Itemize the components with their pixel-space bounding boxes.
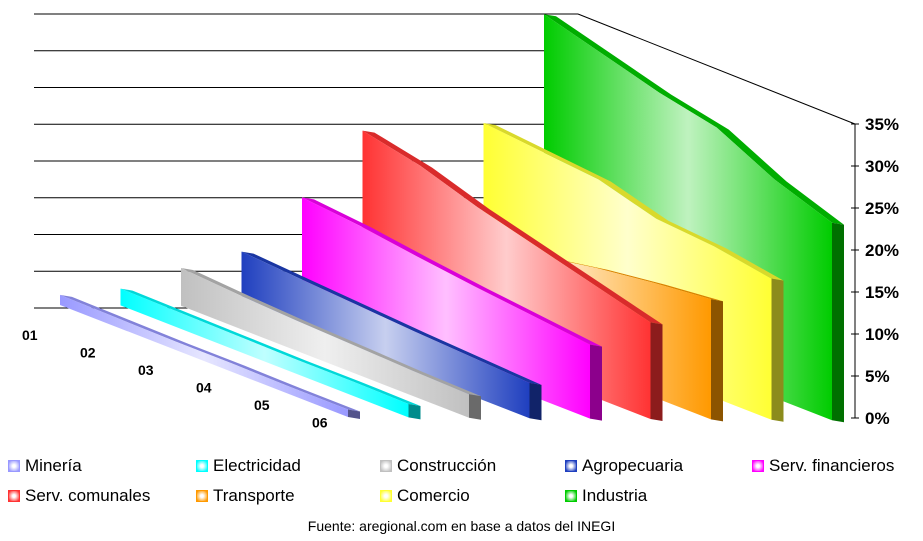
- legend-item: Agropecuaria: [565, 456, 683, 476]
- legend-item: Electricidad: [196, 456, 301, 476]
- legend-label: Construcción: [397, 456, 497, 475]
- legend-swatch: [8, 490, 20, 502]
- series-end-cap: [711, 299, 723, 422]
- legend-swatch: [196, 460, 208, 472]
- source-note: Fuente: aregional.com en base a datos de…: [307, 518, 616, 534]
- value-axis-tick-label: 35%: [865, 115, 899, 134]
- series-miner-a: [60, 294, 360, 419]
- value-axis-tick-label: 20%: [865, 241, 899, 260]
- series-top-face: [120, 288, 421, 406]
- series-top-face: [362, 130, 663, 325]
- legend-label: Agropecuaria: [582, 456, 684, 475]
- value-axis-tick-label: 0%: [865, 409, 890, 428]
- series-agropecuaria: [241, 251, 542, 421]
- legend-item: Construcción: [380, 456, 496, 476]
- value-axis-tick-label: 30%: [865, 157, 899, 176]
- legend-label: Comercio: [397, 486, 470, 505]
- series-front-face: [302, 197, 590, 419]
- category-tick-label: 06: [312, 415, 328, 431]
- category-tick-label: 01: [22, 327, 38, 343]
- series-front-face: [120, 288, 409, 418]
- value-axis-tick-label: 15%: [865, 283, 899, 302]
- series-end-cap: [529, 382, 542, 421]
- value-axis-tick-label: 10%: [865, 325, 899, 344]
- series-front-face: [60, 294, 348, 417]
- legend-label: Industria: [582, 486, 648, 505]
- series-layer: [60, 14, 844, 423]
- series-end-cap: [771, 278, 784, 422]
- legend-swatch: [752, 460, 764, 472]
- series-top-face: [302, 197, 602, 347]
- category-axis: 01 02 03 04 05 06: [22, 327, 328, 431]
- series-top-face: [483, 123, 784, 281]
- series-top-face: [544, 14, 844, 225]
- series-front-face: [241, 251, 530, 419]
- series-end-cap: [590, 344, 602, 421]
- legend-label: Electricidad: [213, 456, 301, 475]
- legend-label: Minería: [25, 456, 82, 475]
- legend-swatch: [380, 460, 392, 472]
- legend-label: Transporte: [213, 486, 295, 505]
- legend-label: Serv. comunales: [25, 486, 151, 505]
- value-axis: 0% 5% 10% 15% 20% 25% 30% 35%: [851, 115, 899, 428]
- legend-item: Minería: [8, 456, 82, 476]
- legend-label: Serv. financieros: [769, 456, 895, 475]
- series-electricidad: [120, 288, 421, 420]
- legend-swatch: [565, 490, 577, 502]
- legend-swatch: [380, 490, 392, 502]
- side-wall-edge: [577, 13, 856, 125]
- series-top-face: [181, 268, 481, 397]
- series-end-cap: [650, 322, 663, 421]
- value-axis-tick-label: 5%: [865, 367, 890, 386]
- series-top-face: [60, 294, 360, 412]
- legend-swatch: [196, 490, 208, 502]
- legend-swatch: [8, 460, 20, 472]
- series-end-cap: [469, 394, 481, 420]
- legend-item: Transporte: [196, 486, 295, 506]
- gridlines: [34, 13, 856, 309]
- series-end-cap: [408, 403, 421, 420]
- series-front-face: [181, 268, 469, 418]
- series-top-face: [241, 251, 542, 385]
- series-end-cap: [832, 222, 844, 423]
- legend-swatch: [565, 460, 577, 472]
- category-tick-label: 05: [254, 397, 270, 413]
- series-end-cap: [348, 409, 360, 419]
- legend-item: Comercio: [380, 486, 470, 506]
- series-construcci-n: [181, 268, 481, 420]
- legend-item: Serv. comunales: [8, 486, 150, 506]
- value-axis-tick-label: 25%: [865, 199, 899, 218]
- legend-item: Serv. financieros: [752, 456, 894, 476]
- series-serv-financieros: [302, 197, 602, 421]
- category-tick-label: 03: [138, 362, 154, 378]
- category-tick-label: 02: [80, 345, 96, 361]
- legend: Minería Electricidad Construcción Agropecua…: [0, 456, 923, 518]
- legend-item: Industria: [565, 486, 647, 506]
- category-tick-label: 04: [196, 380, 212, 396]
